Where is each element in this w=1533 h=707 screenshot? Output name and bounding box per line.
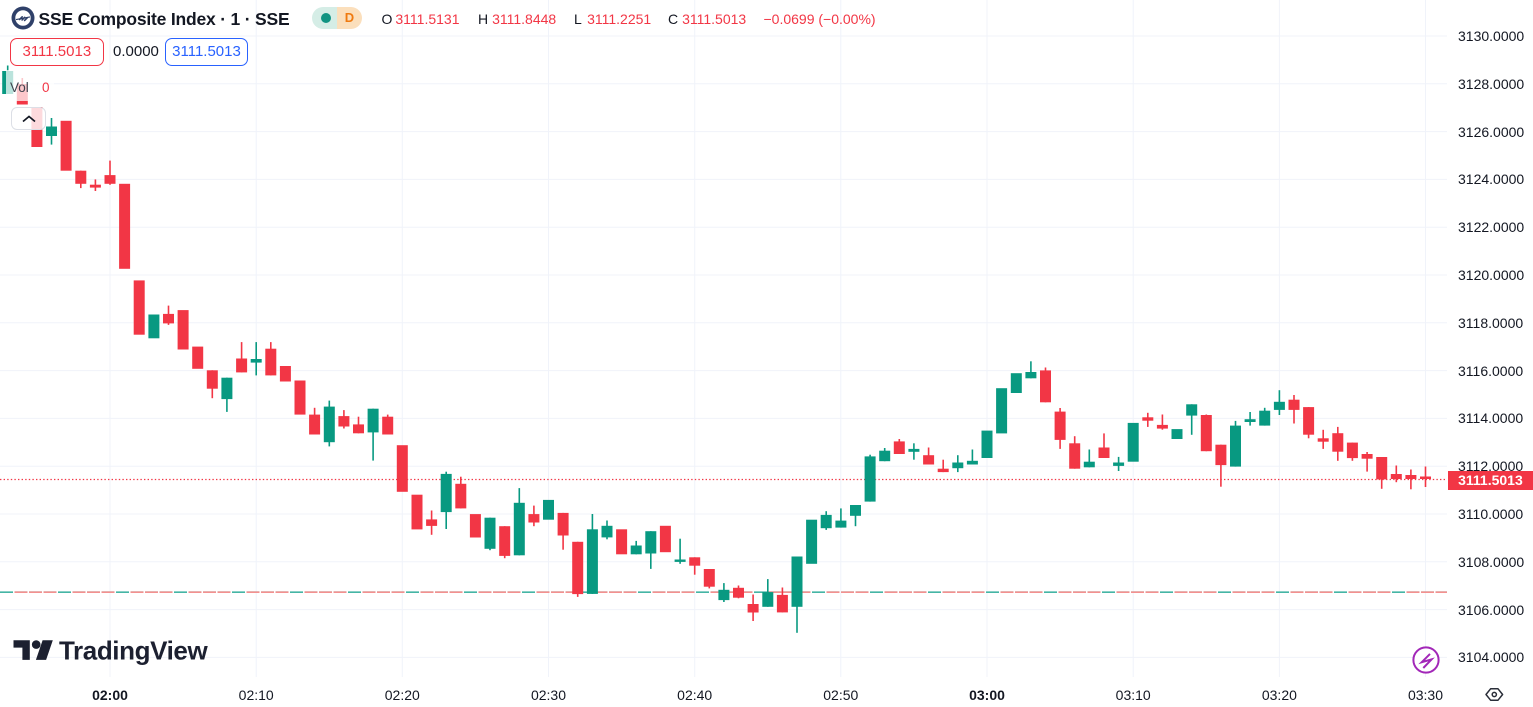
svg-text:TradingView: TradingView <box>59 636 208 666</box>
